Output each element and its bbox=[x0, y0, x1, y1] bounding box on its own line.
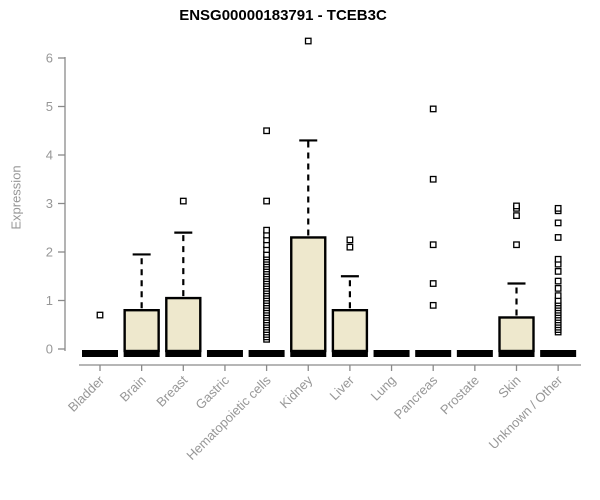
iqr-box bbox=[290, 236, 327, 353]
y-axis-title: Expression bbox=[8, 165, 24, 230]
outlier-point bbox=[513, 212, 520, 220]
median-bar bbox=[290, 350, 327, 357]
y-tick-label: 0 bbox=[46, 342, 53, 357]
boxplot-breast bbox=[165, 197, 202, 357]
x-tick-label-prostate: Prostate bbox=[437, 373, 482, 418]
median-bar bbox=[206, 350, 243, 357]
outlier-point bbox=[554, 277, 562, 285]
boxplot-liver bbox=[331, 236, 369, 357]
outlier-point bbox=[429, 241, 437, 249]
outlier-point bbox=[346, 236, 354, 244]
iqr-box bbox=[123, 309, 160, 353]
median-bar bbox=[415, 350, 452, 357]
outlier-point bbox=[513, 241, 520, 249]
outlier-point bbox=[554, 255, 562, 263]
outlier-point bbox=[263, 127, 271, 135]
x-tick-label-pancreas: Pancreas bbox=[391, 372, 441, 422]
iqr-box bbox=[165, 296, 202, 353]
outlier-point bbox=[96, 311, 104, 319]
x-tick-label-unknown-other: Unknown / Other bbox=[486, 372, 566, 452]
boxplot-hematopoietic-cells bbox=[248, 127, 285, 357]
y-tick-label: 2 bbox=[46, 245, 53, 260]
x-tick-label-kidney: Kidney bbox=[277, 372, 316, 411]
outlier-point bbox=[554, 284, 562, 292]
outlier-point bbox=[263, 226, 271, 234]
boxplot-skin bbox=[498, 202, 535, 357]
iqr-box bbox=[498, 316, 535, 353]
x-tick-label-gastric: Gastric bbox=[192, 372, 232, 412]
outlier-point bbox=[554, 267, 562, 275]
x-tick-label-brain: Brain bbox=[117, 373, 149, 405]
y-tick-label: 4 bbox=[46, 148, 53, 163]
outlier-point bbox=[429, 301, 437, 309]
outlier-point bbox=[513, 202, 520, 210]
median-bar bbox=[331, 350, 368, 357]
x-tick-label-lung: Lung bbox=[368, 373, 399, 404]
boxplot-bladder bbox=[82, 311, 118, 357]
median-bar bbox=[456, 350, 493, 357]
median-bar bbox=[498, 350, 535, 357]
x-tick-label-liver: Liver bbox=[326, 372, 357, 403]
boxplot-gastric bbox=[206, 350, 243, 357]
x-tick-label-bladder: Bladder bbox=[65, 372, 108, 415]
iqr-box bbox=[331, 309, 369, 353]
median-bar bbox=[373, 350, 410, 357]
x-tick-label-breast: Breast bbox=[153, 372, 190, 409]
outlier-point bbox=[429, 175, 437, 183]
median-bar bbox=[123, 350, 160, 357]
boxplot-lung bbox=[373, 350, 410, 357]
y-tick-label: 3 bbox=[46, 196, 53, 211]
median-bar bbox=[82, 350, 118, 357]
median-bar bbox=[165, 350, 202, 357]
outlier-point bbox=[179, 197, 187, 205]
x-tick-label-skin: Skin bbox=[495, 373, 523, 401]
outlier-point bbox=[554, 219, 562, 227]
outlier-point bbox=[346, 243, 354, 251]
boxplot-brain bbox=[123, 253, 160, 357]
outlier-point bbox=[429, 280, 437, 287]
median-bar bbox=[540, 350, 577, 357]
boxplot-prostate bbox=[456, 350, 493, 357]
outlier-point bbox=[263, 197, 271, 205]
outlier-point bbox=[554, 204, 562, 212]
outlier-point bbox=[429, 105, 437, 113]
outlier-point bbox=[304, 37, 312, 45]
outlier-point bbox=[554, 292, 562, 300]
y-tick-label: 6 bbox=[46, 51, 53, 66]
y-tick-label: 1 bbox=[46, 293, 53, 308]
boxplot-unknown-other bbox=[540, 204, 577, 357]
median-bar bbox=[248, 350, 285, 357]
boxplot-kidney bbox=[290, 37, 327, 357]
outlier-point bbox=[554, 234, 562, 241]
y-tick-label: 5 bbox=[46, 99, 53, 114]
boxplot-pancreas bbox=[415, 105, 452, 357]
chart-title: ENSG00000183791 - TCEB3C bbox=[179, 7, 387, 24]
